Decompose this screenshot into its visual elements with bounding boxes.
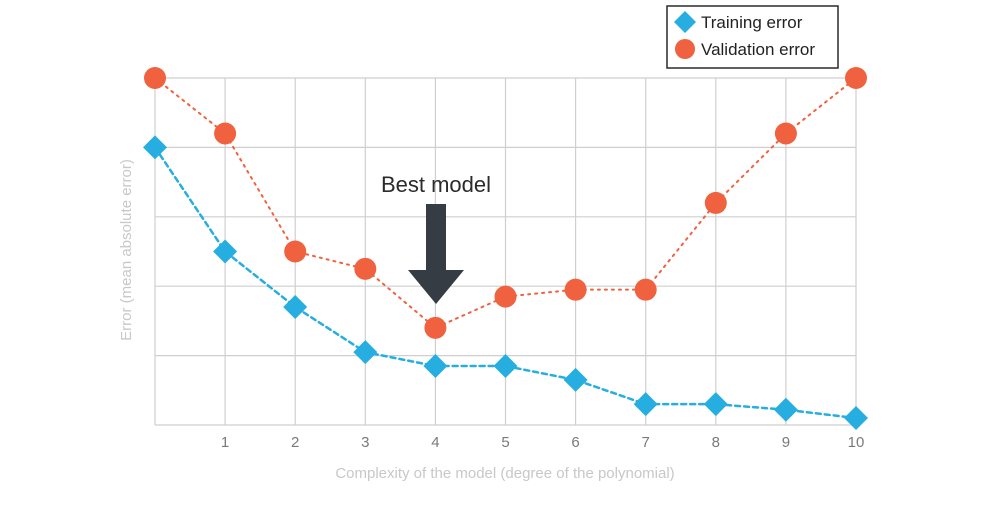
training-error-point [773,397,798,422]
training-error-point [493,354,518,379]
x-tick-label: 3 [361,434,369,451]
training-error-point [143,135,167,160]
x-tick-label: 8 [712,434,720,451]
legend: Training error Validation error [666,5,839,69]
y-axis-label: Error (mean absolute error) [118,159,135,341]
validation-error-point [845,67,867,89]
training-error-point [423,354,448,379]
legend-label: Training error [701,13,803,32]
training-error-point [703,392,728,417]
training-error-point [844,406,868,431]
validation-error-point [564,278,587,301]
validation-error-point [774,122,797,145]
x-tick-label: 2 [291,434,299,451]
training-error-point [213,239,238,264]
x-tick-label: 1 [221,434,229,451]
legend-circle-icon [675,39,695,59]
series-markers [143,67,868,431]
legend-diamond-icon [674,11,696,33]
legend-label: Validation error [701,40,815,59]
x-axis-label: Complexity of the model (degree of the p… [335,465,674,482]
training-error-point [633,392,658,417]
validation-error-point [704,191,727,214]
training-error-point [283,295,308,320]
validation-error-point [354,257,377,280]
validation-error-point [284,240,307,263]
x-tick-label: 6 [571,434,579,451]
x-tick-label: 9 [782,434,790,451]
down-arrow-icon [408,204,464,304]
validation-error-point [634,278,657,301]
training-error-point [353,340,378,365]
validation-error-point [494,285,517,308]
validation-error-point [424,316,447,339]
annotation-label: Best model [381,172,491,197]
training-error-point [563,367,588,392]
validation-error-point [214,122,237,145]
x-tick-label: 10 [848,434,865,451]
legend-box [666,5,839,69]
validation-error-point [144,67,166,89]
x-tick-label: 5 [501,434,509,451]
x-tick-label: 4 [431,434,439,451]
x-tick-labels: 1 2 3 4 5 6 7 8 9 10 [221,434,864,451]
best-model-annotation: Best model [381,172,491,304]
x-tick-label: 7 [642,434,650,451]
